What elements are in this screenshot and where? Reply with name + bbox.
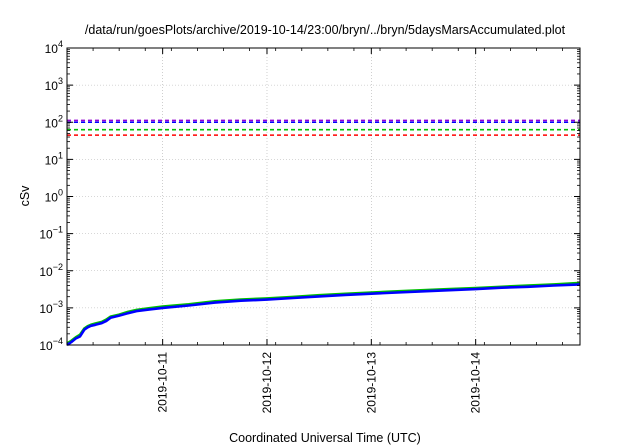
series-line <box>66 283 581 347</box>
y-tick-label: 102 <box>45 113 63 130</box>
data-series <box>66 281 581 347</box>
y-tick-label: 103 <box>45 76 63 93</box>
y-tick-label: 10−1 <box>39 225 63 242</box>
y-axis-label: cSv <box>18 185 32 207</box>
x-tick-label: 2019-10-11 <box>156 352 170 413</box>
x-tick-label: 2019-10-13 <box>364 352 378 414</box>
x-tick-labels: 2019-10-11 2019-10-12 2019-10-13 2019-10-14 <box>156 352 483 414</box>
y-tick-label: 10−4 <box>39 336 63 353</box>
y-tick-label: 101 <box>45 150 63 167</box>
series-line <box>66 281 581 345</box>
grid-lines <box>67 48 580 345</box>
x-axis-label: Coordinated Universal Time (UTC) <box>229 431 421 445</box>
chart-title: /data/run/goesPlots/archive/2019-10-14/2… <box>85 23 566 37</box>
y-tick-labels: 10−4 10−3 10−2 10−1 100 101 102 103 104 <box>39 39 63 353</box>
y-tick-label: 104 <box>45 39 63 56</box>
reference-lines <box>67 119 580 136</box>
plot-frame <box>66 47 581 346</box>
axes <box>66 47 581 346</box>
y-tick-label: 10−2 <box>39 262 63 279</box>
y-tick-label: 100 <box>45 188 63 205</box>
x-tick-label: 2019-10-12 <box>260 352 274 414</box>
y-tick-label: 10−3 <box>39 299 63 316</box>
x-tick-label: 2019-10-14 <box>469 352 483 414</box>
